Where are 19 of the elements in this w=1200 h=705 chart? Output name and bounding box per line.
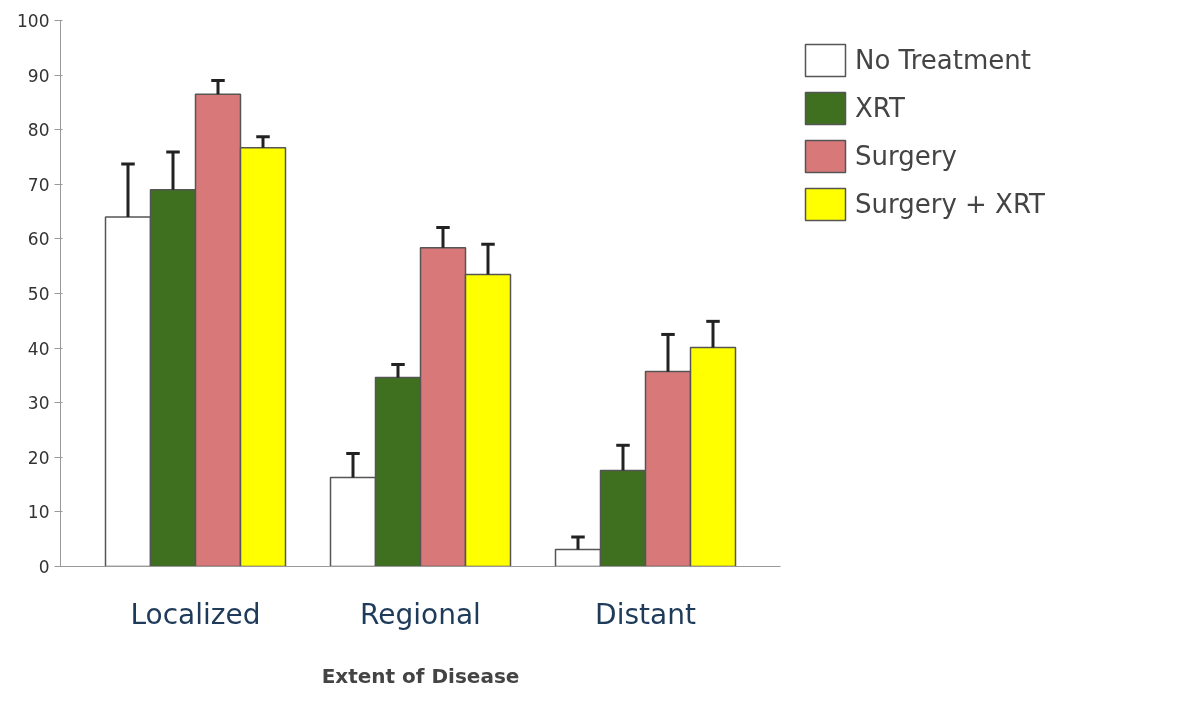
x-tick-label: Regional: [360, 597, 481, 631]
legend-label: Surgery: [855, 141, 957, 171]
y-tick-label: 80: [27, 120, 50, 141]
y-tick-label: 40: [27, 338, 50, 359]
x-tick-label: Localized: [130, 597, 261, 631]
y-tick-label: 50: [27, 284, 50, 304]
x-tick-label: Distant: [595, 597, 696, 631]
x-axis-title: Extent of Disease: [321, 663, 520, 688]
y-tick-label: 90: [27, 65, 50, 86]
y-tick-label: 20: [27, 447, 50, 468]
y-tick-label: 70: [27, 174, 50, 195]
legend-label: No Treatment: [855, 45, 1031, 75]
y-tick-label: 10: [27, 502, 50, 523]
y-tick-label: 30: [27, 393, 50, 414]
y-tick-label: 100: [17, 11, 50, 31]
legend-label: Surgery + XRT: [855, 189, 1045, 219]
legend-label: XRT: [855, 93, 905, 123]
y-tick-label: 0: [38, 557, 50, 577]
y-tick-label: 60: [27, 229, 50, 250]
